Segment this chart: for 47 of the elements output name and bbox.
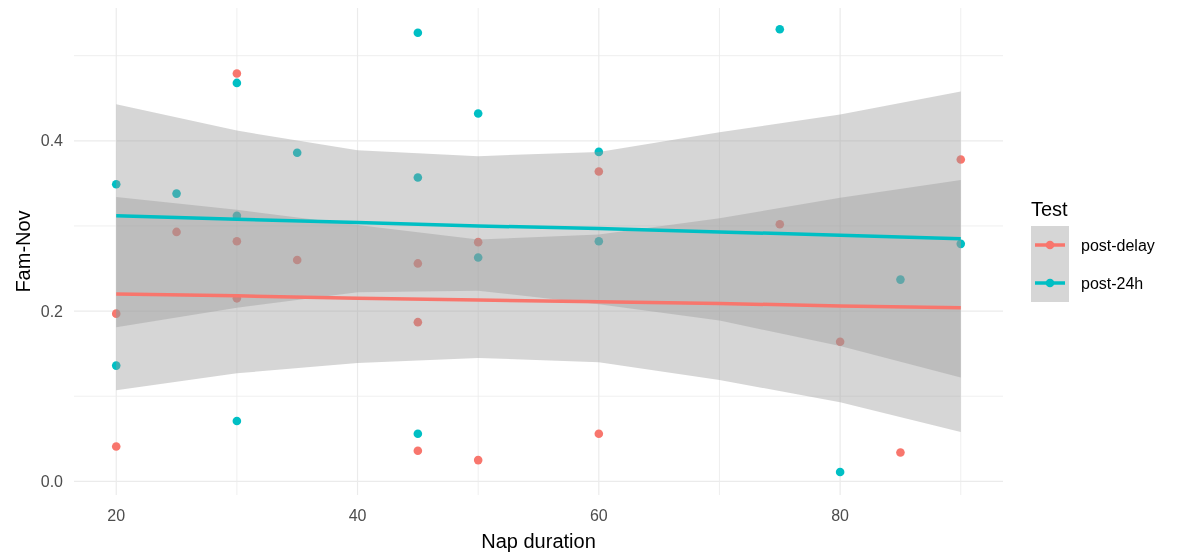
- x-axis-title: Nap duration: [481, 530, 596, 552]
- point: [413, 173, 423, 182]
- point: [292, 255, 302, 265]
- point: [232, 69, 242, 78]
- point: [956, 239, 966, 249]
- point: [594, 167, 604, 176]
- line-series: [114, 292, 963, 310]
- point: [413, 446, 423, 456]
- legend-label: post-delay: [1081, 236, 1155, 254]
- point: [594, 429, 604, 438]
- point: [896, 275, 905, 284]
- point: [172, 189, 181, 198]
- point: [111, 361, 121, 370]
- point: [473, 237, 483, 247]
- x-tick-label: 80: [831, 507, 850, 524]
- point: [292, 148, 302, 158]
- point: [835, 467, 845, 477]
- point: [111, 179, 121, 189]
- point: [111, 309, 121, 318]
- point: [413, 28, 423, 37]
- point: [473, 253, 483, 262]
- x-tick-label: 60: [589, 507, 608, 524]
- point: [956, 155, 966, 164]
- point: [413, 259, 423, 268]
- point: [594, 236, 604, 246]
- y-tick-label: 0.4: [40, 132, 64, 150]
- point: [835, 337, 845, 347]
- x-tick-label: 20: [107, 507, 126, 524]
- point: [232, 78, 242, 88]
- point: [232, 416, 242, 426]
- y-tick-label: 0.0: [40, 472, 64, 490]
- legend-title: Test: [1031, 198, 1069, 220]
- point: [775, 219, 785, 229]
- point: [172, 227, 181, 237]
- legend-label: post-24h: [1081, 274, 1144, 292]
- point: [775, 24, 785, 34]
- point: [111, 442, 121, 451]
- point: [473, 109, 483, 118]
- x-tick-label: 40: [348, 507, 367, 524]
- point: [594, 147, 604, 157]
- y-tick-label: 0.2: [40, 302, 64, 320]
- point: [413, 317, 423, 327]
- y-axis-title: Fam-Nov: [12, 210, 34, 293]
- point: [473, 455, 483, 465]
- point: [896, 448, 905, 457]
- point: [413, 429, 423, 438]
- point: [232, 236, 242, 246]
